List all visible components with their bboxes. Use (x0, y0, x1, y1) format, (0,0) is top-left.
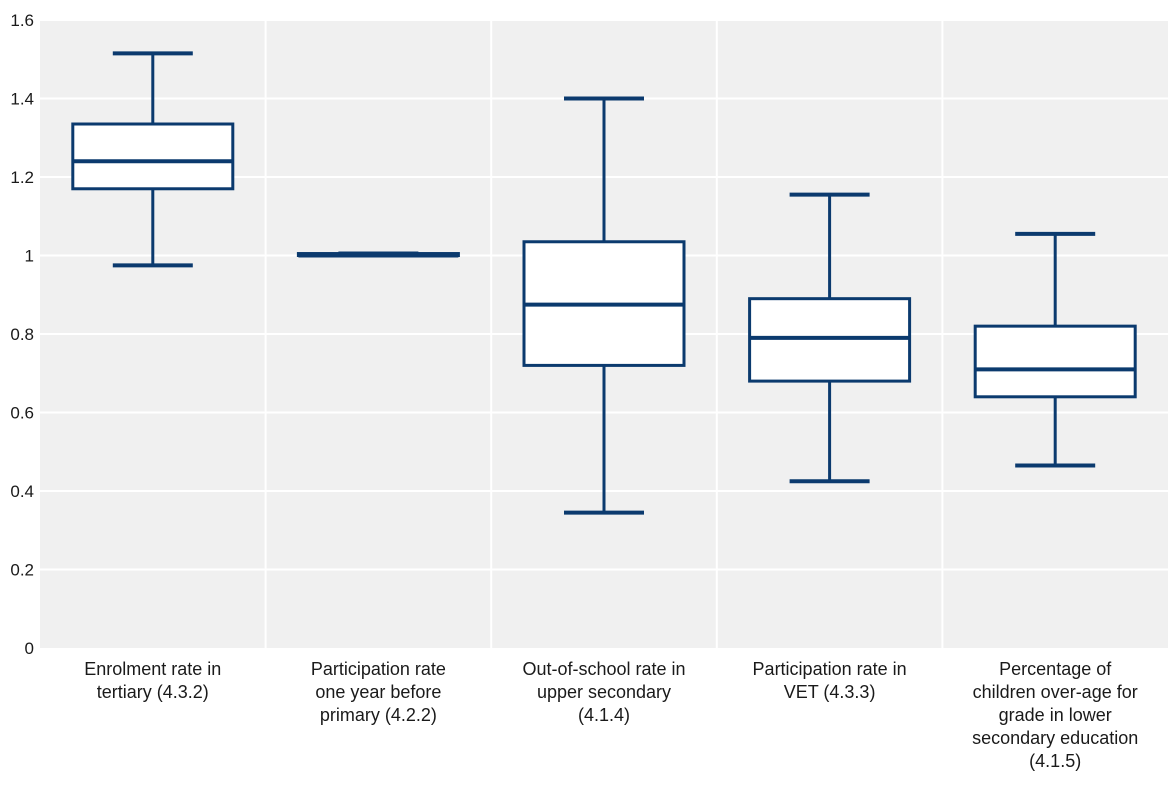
box-series (71, 51, 1137, 515)
box-1 (71, 51, 235, 268)
box-3 (522, 96, 686, 515)
y-tick-label: 0.6 (10, 404, 34, 423)
category-label-line: secondary education (972, 728, 1138, 748)
category-label-line: Out-of-school rate in (522, 659, 685, 679)
category-label-line: (4.1.5) (1029, 751, 1081, 771)
iqr-box (71, 122, 235, 191)
y-tick-label: 1.6 (10, 11, 34, 30)
category-label-line: primary (4.2.2) (320, 705, 437, 725)
category-label-line: tertiary (4.3.2) (97, 682, 209, 702)
category-label: Participation rate one year before primary… (311, 659, 446, 725)
category-label-line: one year before (315, 682, 441, 702)
category-label-line: (4.1.4) (578, 705, 630, 725)
category-label-line: upper secondary (537, 682, 671, 702)
category-label-line: Participation rate (311, 659, 446, 679)
category-label-line: Enrolment rate in (84, 659, 221, 679)
y-tick-label: 0.4 (10, 482, 34, 501)
category-label-line: children over-age for (973, 682, 1138, 702)
y-tick-label: 1.2 (10, 168, 34, 187)
y-tick-label: 0.8 (10, 325, 34, 344)
iqr-box (973, 324, 1137, 399)
category-label-line: Participation rate in (753, 659, 907, 679)
box-5 (973, 231, 1137, 468)
y-axis-ticks: 0 0.2 0.4 0.6 0.8 1 1.2 1.4 1.6 (10, 11, 34, 658)
y-tick-label: 1 (25, 247, 34, 266)
box-4 (748, 192, 912, 484)
category-label: Participation rate in VET (4.3.3) (753, 659, 907, 702)
y-tick-label: 0.2 (10, 561, 34, 580)
category-label: Out-of-school rate in upper secondary (4.1… (522, 659, 685, 725)
category-label: Enrolment rate in tertiary (4.3.2) (84, 659, 221, 702)
x-axis-categories: Enrolment rate in tertiary (4.3.2) Partici… (84, 659, 1138, 771)
y-tick-label: 1.4 (10, 90, 34, 109)
category-label-line: VET (4.3.3) (784, 682, 876, 702)
category-label-line: grade in lower (999, 705, 1112, 725)
category-label-line: Percentage of (999, 659, 1112, 679)
box-2 (296, 251, 460, 258)
y-tick-label: 0 (25, 639, 34, 658)
category-label: Percentage of children over-age for grade … (972, 659, 1138, 771)
